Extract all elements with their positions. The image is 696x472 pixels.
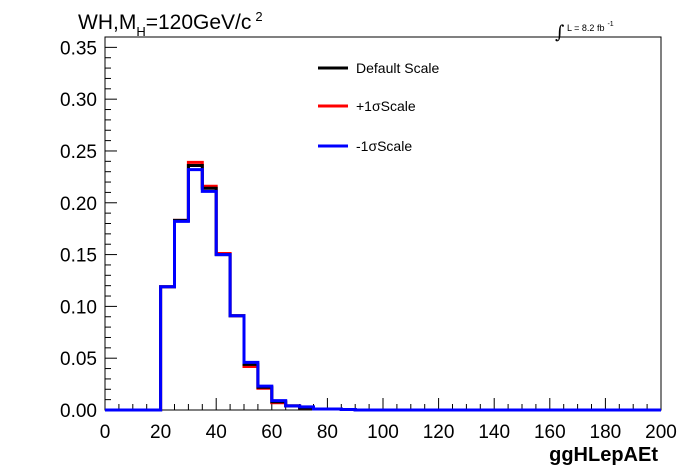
x-axis-label: ggHLepAEt xyxy=(549,444,658,466)
x-tick-label: 180 xyxy=(590,422,622,443)
x-tick-label: 100 xyxy=(367,422,399,443)
x-tick-label: 40 xyxy=(206,422,227,443)
x-tick-label: 0 xyxy=(100,422,111,443)
legend-label-plus-one-sigma: +1σScale xyxy=(356,98,416,114)
luminosity-annotation: ∫ L = 8.2 fb -1 xyxy=(555,21,614,43)
x-tick-label: 80 xyxy=(317,422,338,443)
legend-label-default-scale: Default Scale xyxy=(356,60,439,76)
luminosity-text: L = 8.2 fb -1 xyxy=(567,21,614,33)
y-tick-label: 0.20 xyxy=(60,194,97,215)
y-tick-label: 0.10 xyxy=(60,297,97,318)
x-tick-label: 120 xyxy=(423,422,455,443)
y-tick-label: 0.35 xyxy=(60,38,97,59)
x-tick-label: 20 xyxy=(150,422,171,443)
x-tick-label: 160 xyxy=(534,422,566,443)
y-tick-label: 0.15 xyxy=(60,246,97,267)
y-tick-label: 0.05 xyxy=(60,349,97,370)
x-tick-label: 140 xyxy=(478,422,510,443)
x-axis: 0 20 40 60 80 100 120 140 160 180 200 xyxy=(100,398,677,443)
legend: Default Scale +1σScale -1σScale xyxy=(318,60,439,154)
x-tick-label: 60 xyxy=(261,422,282,443)
x-tick-label: 200 xyxy=(645,422,677,443)
legend-label-minus-one-sigma: -1σScale xyxy=(356,138,412,154)
y-tick-label: 0.25 xyxy=(60,142,97,163)
chart-title: WH,MH=120GeV/c 2 xyxy=(78,9,263,39)
series-layer xyxy=(105,160,661,412)
series-line--1-scale xyxy=(105,168,661,412)
y-tick-label: 0.30 xyxy=(60,90,97,111)
y-tick-label: 0.00 xyxy=(60,401,97,422)
y-axis: 0.00 0.05 0.10 0.15 0.20 0.25 0.30 0.35 xyxy=(60,36,117,422)
integral-symbol: ∫ xyxy=(555,22,565,43)
